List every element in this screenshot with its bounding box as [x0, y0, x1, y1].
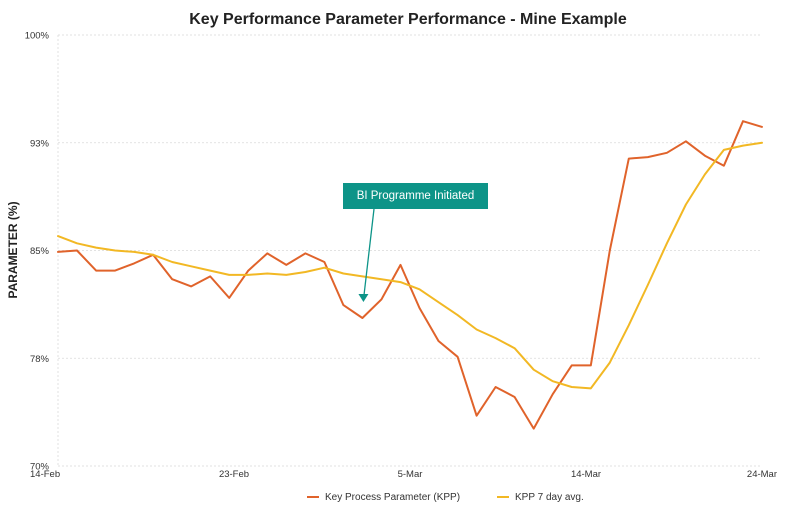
- legend-label: KPP 7 day avg.: [515, 492, 584, 503]
- series-line-1: [57, 120, 763, 430]
- annotation-arrowhead: [358, 294, 369, 303]
- y-tick-label: 93%: [30, 138, 50, 149]
- y-tick-label: 100%: [25, 31, 50, 42]
- x-tick-label: 5-Mar: [398, 469, 423, 480]
- x-tick-label: 23-Feb: [219, 469, 249, 480]
- y-tick-label: 70%: [30, 462, 50, 473]
- annotation-box: BI Programme Initiated: [343, 183, 488, 209]
- y-tick-label: 78%: [30, 354, 50, 365]
- y-axis-label: PARAMETER (%): [6, 201, 20, 298]
- x-tick-label: 24-Mar: [747, 469, 777, 480]
- x-tick-label: 14-Mar: [571, 469, 601, 480]
- chart-title: Key Performance Parameter Performance - …: [189, 11, 627, 28]
- y-tick-label: 85%: [30, 246, 50, 257]
- legend-label: Key Process Parameter (KPP): [325, 492, 460, 503]
- x-tick-label: 14-Feb: [30, 469, 60, 480]
- series-line-2: [57, 141, 763, 390]
- annotation-arrow: [362, 208, 375, 301]
